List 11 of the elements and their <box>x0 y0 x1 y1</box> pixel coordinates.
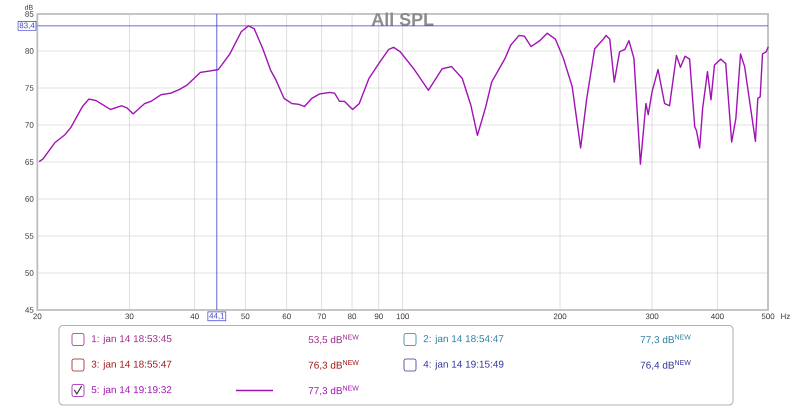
legend-label: 3: jan 14 18:55:47 <box>92 360 172 370</box>
chart-title: All SPL <box>372 12 434 26</box>
text: 77,3 dB$^{NEW}$ <box>640 334 691 344</box>
text: 76,3 dB$^{NEW}$ <box>308 360 359 370</box>
text: 53,5 dB$^{NEW}$ <box>308 334 359 344</box>
legend-label: 4: jan 14 19:15:49 <box>423 360 504 370</box>
legend-label: 2: jan 14 18:54:47 <box>424 334 504 344</box>
legend-label: 1: jan 14 18:53:45 <box>92 334 172 344</box>
text: 76,4 dB$^{NEW}$ <box>640 360 691 370</box>
text: 77,3 dB$^{NEW}$ <box>308 386 359 396</box>
legend-label: 5: jan 14 19:19:32 <box>92 386 172 396</box>
